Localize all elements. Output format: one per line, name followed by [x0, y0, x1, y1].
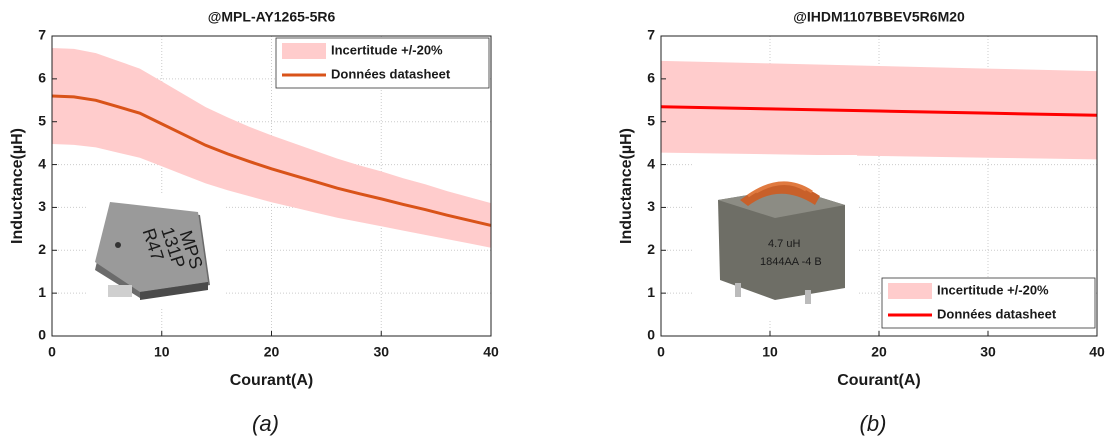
y-tick-label: 3: [38, 198, 46, 214]
svg-text:1844AA -4 B: 1844AA -4 B: [760, 256, 822, 268]
legend-swatch: [282, 43, 326, 59]
chart-title: @MPL-AY1265-5R6: [208, 9, 336, 25]
x-tick-label: 30: [980, 344, 996, 360]
y-tick-label: 5: [38, 112, 46, 128]
y-tick-label: 4: [647, 155, 655, 171]
x-tick-label: 20: [264, 344, 280, 360]
caption: (b): [860, 411, 887, 436]
x-axis-label: Courant(A): [837, 372, 921, 389]
caption: (a): [252, 411, 279, 436]
legend-label: Données datasheet: [331, 66, 451, 81]
x-axis-label: Courant(A): [230, 372, 314, 389]
y-tick-label: 6: [647, 70, 655, 86]
component-photo: 4.7 uH 1844AA -4 B: [693, 155, 857, 321]
y-axis-label: Inductance(µH): [618, 128, 635, 244]
x-tick-label: 20: [871, 344, 887, 360]
y-tick-label: 5: [647, 112, 655, 128]
y-tick-label: 2: [38, 241, 46, 257]
x-tick-label: 10: [154, 344, 170, 360]
y-tick-label: 3: [647, 198, 655, 214]
y-tick-label: 0: [38, 327, 46, 343]
y-tick-label: 7: [38, 27, 46, 43]
chart-title: @IHDM1107BBEV5R6M20: [793, 9, 965, 25]
component-photo: R47 131P MPS: [86, 195, 224, 307]
legend-label: Incertitude +/-20%: [331, 42, 443, 57]
x-tick-label: 40: [483, 344, 499, 360]
y-axis-label: Inductance(µH): [9, 128, 26, 244]
legend-label: Données datasheet: [937, 306, 1057, 321]
data-line: [51, 94, 492, 227]
x-tick-label: 0: [48, 344, 56, 360]
x-tick-label: 40: [1089, 344, 1105, 360]
legend-label: Incertitude +/-20%: [937, 282, 1049, 297]
y-tick-label: 1: [647, 284, 655, 300]
x-tick-label: 0: [657, 344, 665, 360]
y-tick-label: 2: [647, 241, 655, 257]
y-tick-label: 0: [647, 327, 655, 343]
x-tick-label: 10: [762, 344, 778, 360]
svg-text:4.7 uH: 4.7 uH: [768, 238, 800, 250]
y-tick-label: 7: [647, 27, 655, 43]
data-line: [660, 105, 1098, 117]
y-tick-label: 6: [38, 70, 46, 86]
axes-frame: [51, 35, 492, 337]
x-tick-label: 30: [373, 344, 389, 360]
axes-frame: [660, 35, 1098, 337]
y-tick-label: 4: [38, 155, 46, 171]
legend-swatch: [888, 283, 932, 299]
y-tick-label: 1: [38, 284, 46, 300]
